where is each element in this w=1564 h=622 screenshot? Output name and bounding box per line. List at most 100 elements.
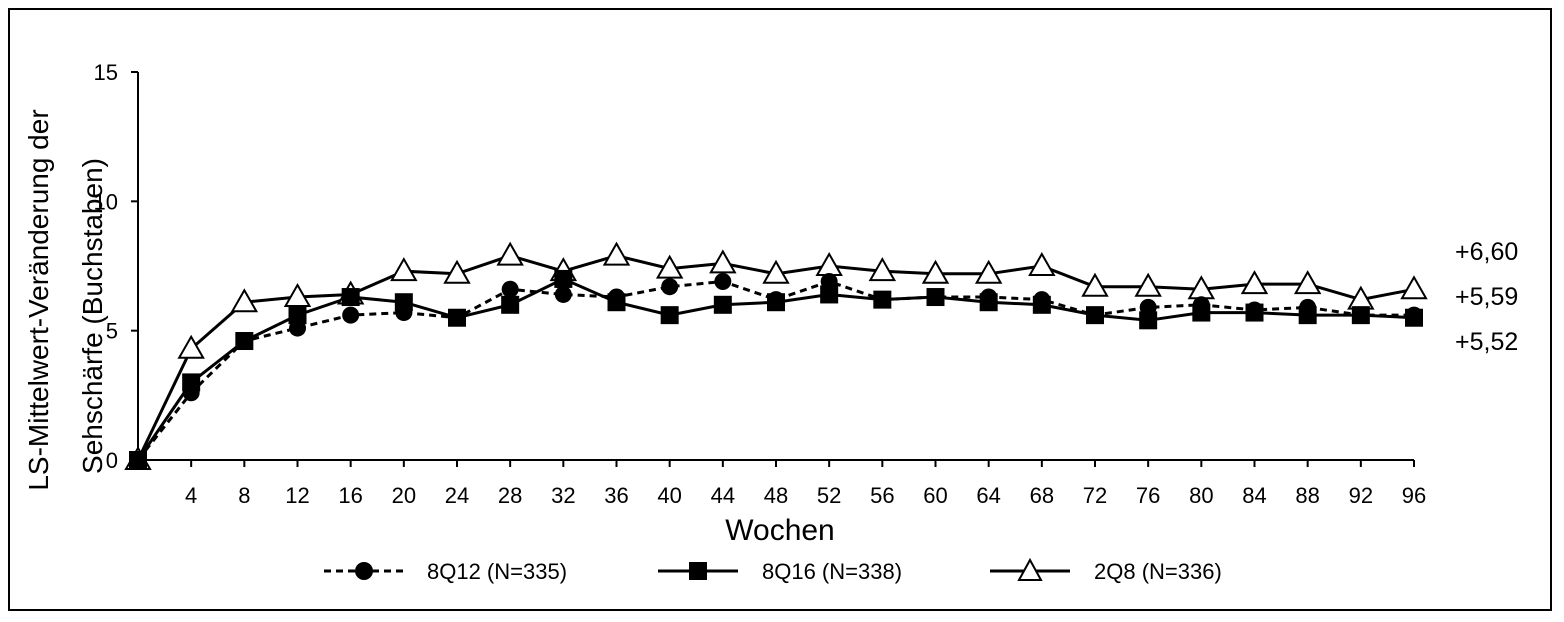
data-point-circle	[1086, 306, 1104, 324]
data-point-circle	[1405, 306, 1423, 324]
x-tick-label: 24	[445, 483, 469, 508]
data-point-circle	[395, 304, 413, 322]
x-tick-label: 96	[1402, 483, 1426, 508]
x-tick-label: 88	[1295, 483, 1319, 508]
data-point-triangle	[230, 288, 259, 313]
x-tick-label: 64	[976, 483, 1000, 508]
data-point-circle	[448, 309, 466, 327]
data-point-triangle	[1028, 251, 1056, 276]
x-tick-label: 92	[1349, 483, 1373, 508]
data-point-triangle	[283, 283, 312, 308]
chart-frame	[8, 8, 1552, 611]
data-point-circle	[1192, 296, 1210, 314]
x-tick-label: 60	[923, 483, 947, 508]
x-tick-label: 84	[1242, 483, 1266, 508]
legend-item-2q8: 2Q8 (N=336)	[990, 557, 1222, 584]
data-point-triangle	[177, 334, 205, 359]
data-point-circle	[554, 285, 572, 303]
data-point-circle	[1246, 301, 1263, 319]
x-axis-label: Wochen	[725, 514, 835, 547]
data-point-circle	[1352, 306, 1370, 324]
legend-marker-circle	[355, 562, 373, 580]
data-point-circle	[289, 319, 306, 337]
data-point-triangle	[496, 241, 524, 266]
y-tick-label: 0	[106, 448, 118, 473]
data-point-circle	[608, 288, 625, 306]
legend: 8Q12 (N=335) 8Q16 (N=338) 2Q8 (N=336)	[324, 557, 1222, 584]
data-point-circle	[873, 291, 891, 309]
data-point-circle	[1139, 298, 1157, 316]
data-point-triangle	[815, 251, 843, 276]
x-tick-label: 44	[711, 483, 735, 508]
data-point-circle	[767, 291, 785, 309]
x-tick-label: 68	[1030, 483, 1054, 508]
legend-marker-triangle	[1017, 557, 1043, 581]
end-label-8q16: +5,52	[1455, 328, 1518, 356]
data-point-triangle	[921, 259, 950, 284]
x-tick-label: 28	[498, 483, 522, 508]
data-point-circle	[980, 288, 998, 306]
data-point-circle	[661, 278, 679, 296]
legend-label-8q12: 8Q12 (N=335)	[427, 559, 567, 584]
data-point-circle	[1299, 298, 1317, 316]
data-point-circle	[820, 273, 838, 291]
series-group	[124, 241, 1428, 470]
data-point-circle	[235, 332, 253, 350]
legend-item-8q12: 8Q12 (N=335)	[324, 559, 567, 584]
x-tick-label: 72	[1083, 483, 1107, 508]
y-tick-label: 15	[94, 60, 118, 85]
x-tick-label: 12	[285, 483, 309, 508]
data-point-square	[713, 295, 732, 314]
data-point-circle	[1033, 291, 1051, 309]
x-tick-label: 80	[1189, 483, 1213, 508]
x-tick-label: 32	[551, 483, 575, 508]
legend-label-2q8: 2Q8 (N=336)	[1094, 559, 1222, 584]
data-point-circle	[129, 451, 147, 469]
y-axis-label-line-1: LS-Mittelwert-Veränderung der	[23, 109, 54, 490]
series-line-triangle	[136, 254, 1415, 461]
data-point-triangle	[868, 257, 897, 282]
data-point-triangle	[1400, 275, 1428, 300]
data-point-triangle	[762, 259, 790, 284]
x-tick-label: 8	[238, 483, 250, 508]
x-tick-label: 40	[657, 483, 681, 508]
x-tick-label: 20	[392, 483, 416, 508]
data-point-square	[820, 285, 839, 304]
data-point-triangle	[655, 254, 684, 279]
legend-item-8q16: 8Q16 (N=338)	[658, 559, 902, 584]
data-point-triangle	[974, 259, 1003, 284]
x-tick-label: 48	[764, 483, 788, 508]
data-point-triangle	[602, 241, 631, 266]
data-point-circle	[501, 280, 519, 298]
y-ticks: 0 5 10 15	[94, 60, 138, 473]
x-tick-label: 16	[338, 483, 362, 508]
data-point-square	[554, 269, 573, 288]
data-point-square	[288, 306, 307, 325]
end-label-8q12: +5,59	[1455, 283, 1518, 311]
data-point-square	[660, 306, 679, 325]
legend-label-8q16: 8Q16 (N=338)	[762, 559, 902, 584]
data-point-triangle	[709, 249, 737, 274]
data-point-circle	[182, 384, 200, 402]
data-point-triangle	[1134, 272, 1162, 297]
data-point-square	[1139, 311, 1158, 330]
y-axis-label-line-2: Sehschärfe (Buchstaben)	[77, 158, 108, 474]
x-tick-label: 4	[185, 483, 197, 508]
data-point-square	[341, 288, 360, 307]
data-point-triangle	[443, 259, 471, 284]
data-point-circle	[714, 273, 732, 291]
y-tick-label: 5	[106, 319, 118, 344]
x-ticks: 4 8 12 16 20 24 28 32 36 40 44 48 52 56 60 64 68 72 76 80 84…	[185, 460, 1426, 508]
x-tick-label: 36	[604, 483, 628, 508]
x-tick-label: 52	[817, 483, 841, 508]
data-point-circle	[342, 306, 360, 324]
y-tick-label: 10	[94, 189, 118, 214]
data-point-square	[501, 295, 520, 314]
end-label-2q8: +6,60	[1455, 238, 1518, 266]
data-point-triangle	[1240, 270, 1269, 295]
data-point-triangle	[1081, 272, 1109, 297]
data-point-triangle	[1293, 270, 1322, 295]
x-tick-label: 76	[1136, 483, 1160, 508]
data-point-triangle	[390, 257, 418, 282]
